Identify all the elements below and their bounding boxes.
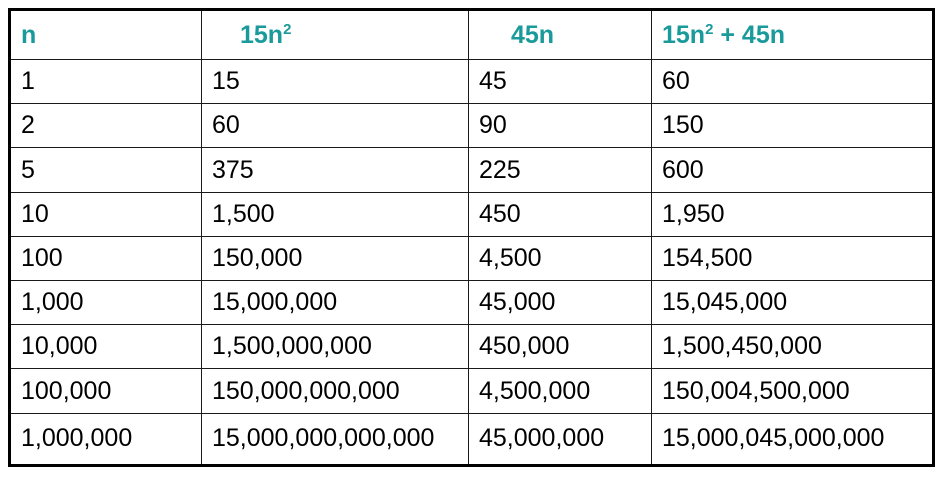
cell-sum: 15,045,000 (651, 280, 934, 326)
growth-comparison-table-container: n 15n2 45n 15n2 + 45n 1 15 45 60 2 60 90… (8, 8, 935, 467)
cell-n: 10,000 (9, 324, 202, 370)
cell-n: 2 (9, 103, 202, 149)
header-row: n 15n2 45n 15n2 + 45n (9, 9, 934, 60)
cell-sum: 1,950 (651, 191, 934, 237)
cell-sum: 60 (651, 58, 934, 105)
table-row: 100,000 150,000,000,000 4,500,000 150,00… (9, 368, 934, 414)
cell-45n: 225 (468, 147, 652, 193)
growth-comparison-table: n 15n2 45n 15n2 + 45n 1 15 45 60 2 60 90… (8, 8, 935, 467)
cell-45n: 4,500,000 (468, 368, 652, 414)
cell-15n-squared: 15,000,000 (201, 280, 469, 326)
table-row: 10,000 1,500,000,000 450,000 1,500,450,0… (9, 324, 934, 370)
cell-sum: 154,500 (651, 235, 934, 282)
cell-45n: 450,000 (468, 324, 652, 370)
cell-45n: 4,500 (468, 235, 652, 282)
header-n-label: n (21, 20, 37, 49)
cell-15n-squared: 150,000 (201, 235, 469, 282)
cell-n: 100 (9, 235, 202, 282)
table-row: 1,000,000 15,000,000,000,000 45,000,000 … (9, 412, 934, 467)
header-sum-tail: + 45n (713, 20, 786, 49)
cell-sum: 150 (651, 103, 934, 149)
table-row: 5 375 225 600 (9, 147, 934, 193)
cell-15n-squared: 60 (201, 103, 469, 149)
cell-n: 1,000,000 (9, 412, 202, 467)
cell-15n-squared: 15 (201, 58, 469, 105)
cell-45n: 45,000 (468, 280, 652, 326)
cell-sum: 600 (651, 147, 934, 193)
header-sum-base: 15n (662, 20, 706, 49)
cell-45n: 450 (468, 191, 652, 237)
header-15n-squared-base: 15n (240, 20, 284, 49)
cell-15n-squared: 1,500 (201, 191, 469, 237)
cell-n: 1,000 (9, 280, 202, 326)
table-row: 2 60 90 150 (9, 103, 934, 149)
header-45n-label: 45n (511, 20, 555, 49)
cell-45n: 45 (468, 58, 652, 105)
cell-15n-squared: 375 (201, 147, 469, 193)
header-45n: 45n (468, 9, 652, 60)
cell-15n-squared: 1,500,000,000 (201, 324, 469, 370)
header-sum: 15n2 + 45n (651, 9, 934, 60)
table-row: 1,000 15,000,000 45,000 15,045,000 (9, 280, 934, 326)
cell-n: 1 (9, 58, 202, 105)
table-header: n 15n2 45n 15n2 + 45n (9, 9, 934, 60)
cell-sum: 150,004,500,000 (651, 368, 934, 414)
table-body: 1 15 45 60 2 60 90 150 5 375 225 600 10 … (9, 58, 934, 467)
cell-n: 10 (9, 191, 202, 237)
cell-sum: 15,000,045,000,000 (651, 412, 934, 467)
cell-n: 100,000 (9, 368, 202, 414)
table-row: 10 1,500 450 1,950 (9, 191, 934, 237)
header-sum-exponent: 2 (705, 20, 714, 38)
cell-45n: 90 (468, 103, 652, 149)
header-n: n (9, 9, 202, 60)
cell-sum: 1,500,450,000 (651, 324, 934, 370)
cell-15n-squared: 15,000,000,000,000 (201, 412, 469, 467)
table-row: 1 15 45 60 (9, 58, 934, 105)
header-15n-squared-exponent: 2 (283, 20, 292, 38)
cell-n: 5 (9, 147, 202, 193)
cell-15n-squared: 150,000,000,000 (201, 368, 469, 414)
cell-45n: 45,000,000 (468, 412, 652, 467)
table-row: 100 150,000 4,500 154,500 (9, 235, 934, 282)
header-15n-squared: 15n2 (201, 9, 469, 60)
